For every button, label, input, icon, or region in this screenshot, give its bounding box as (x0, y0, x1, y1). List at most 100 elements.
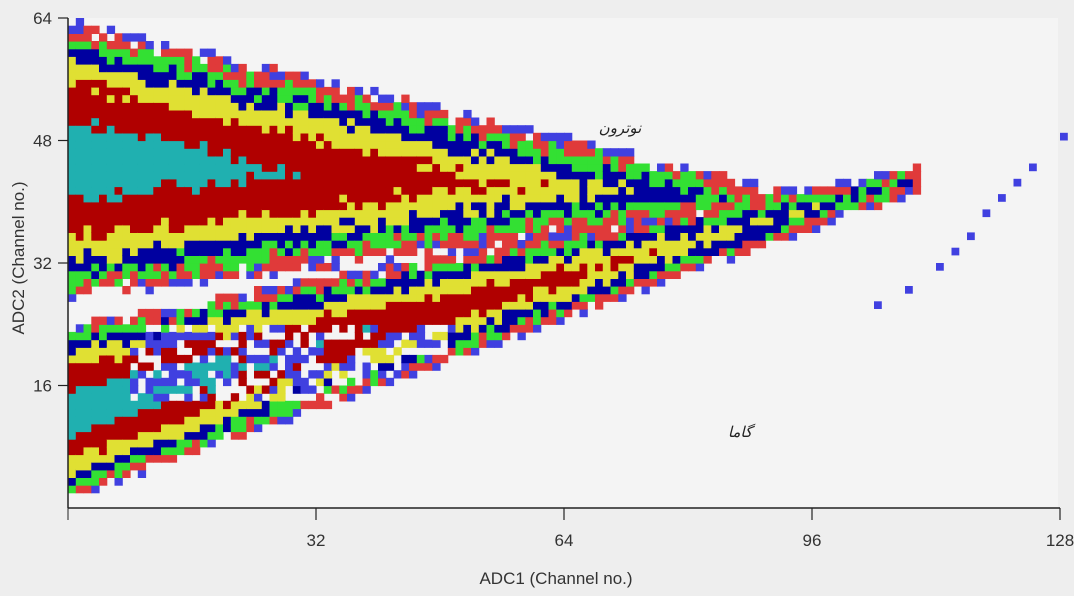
heatmap-cell (517, 163, 526, 172)
heatmap-cell (548, 194, 557, 203)
heatmap-cell (726, 194, 736, 203)
heatmap-cell (424, 247, 433, 256)
heatmap-cell (517, 278, 526, 287)
heatmap-cell (300, 224, 309, 233)
heatmap-cell (285, 247, 294, 256)
heatmap-cell (471, 186, 480, 195)
heatmap-cell (83, 117, 92, 126)
heatmap-cell (416, 163, 426, 172)
heatmap-cell (889, 178, 898, 188)
heatmap-cell (153, 163, 162, 172)
heatmap-cell (192, 178, 201, 188)
heatmap-cell (145, 278, 154, 287)
heatmap-cell (238, 194, 247, 203)
heatmap-cell (409, 155, 418, 165)
heatmap-cell (525, 209, 534, 218)
heatmap-cell (331, 232, 340, 241)
heatmap-cell (726, 178, 736, 188)
heatmap-cell (866, 201, 875, 211)
heatmap-cell (641, 232, 650, 241)
heatmap-cell (525, 155, 534, 165)
heatmap-cell (153, 94, 162, 103)
heatmap-cell (664, 186, 674, 195)
heatmap-cell (316, 232, 325, 241)
heatmap-cell (199, 79, 209, 88)
heatmap-cell (261, 148, 271, 157)
heatmap-cell (308, 217, 317, 226)
heatmap-cell (300, 247, 309, 256)
heatmap-cell (641, 186, 650, 195)
heatmap-cell (99, 102, 108, 111)
heatmap-cell (192, 94, 201, 103)
heatmap-cell (649, 247, 658, 256)
heatmap-cell (649, 171, 658, 180)
heatmap-cell (378, 217, 387, 226)
heatmap-cell (354, 132, 364, 142)
heatmap-cell (75, 331, 85, 341)
heatmap-cell (75, 469, 85, 478)
heatmap-cell (122, 79, 131, 88)
heatmap-cell (176, 263, 185, 272)
heatmap-cell (688, 232, 697, 241)
heatmap-cell (277, 416, 286, 425)
heatmap-cell (130, 423, 139, 433)
heatmap-cell (292, 308, 302, 318)
heatmap-cell (145, 339, 154, 348)
heatmap-cell (525, 316, 534, 325)
heatmap-cell (230, 270, 240, 279)
heatmap-cell (471, 308, 480, 318)
heatmap-cell (626, 263, 635, 272)
heatmap-cell (385, 117, 395, 126)
heatmap-cell (362, 247, 371, 256)
heatmap-cell (664, 247, 674, 256)
heatmap-cell (153, 377, 162, 387)
heatmap-cell (207, 217, 216, 226)
heatmap-cell (633, 217, 643, 226)
heatmap-cell (68, 408, 77, 417)
heatmap-cell (246, 408, 255, 417)
heatmap-cell (447, 240, 457, 249)
heatmap-cell (285, 263, 294, 272)
heatmap-cell (385, 331, 395, 341)
heatmap-cell (238, 109, 247, 119)
heatmap-cell (602, 163, 612, 172)
heatmap-cell (184, 102, 193, 111)
heatmap-cell (773, 209, 782, 218)
heatmap-cell (261, 416, 271, 425)
heatmap-cell (238, 423, 247, 433)
heatmap-cell (68, 178, 77, 188)
heatmap-cell (106, 416, 116, 425)
heatmap-cell (261, 263, 271, 272)
heatmap-cell (680, 224, 689, 233)
heatmap-cell (230, 263, 240, 272)
heatmap-cell (618, 171, 627, 180)
heatmap-cell (323, 140, 333, 149)
heatmap-cell (695, 217, 705, 226)
heatmap-cell (75, 324, 85, 333)
heatmap-cell (68, 270, 77, 279)
heatmap-cell (874, 186, 883, 195)
heatmap-cell (122, 416, 131, 425)
heatmap-cell (494, 171, 503, 180)
heatmap-cell (230, 125, 240, 134)
heatmap-cell (83, 347, 92, 356)
heatmap-cell (308, 86, 317, 96)
heatmap-cell (277, 163, 286, 172)
heatmap-cell (269, 132, 278, 142)
heatmap-cell (432, 155, 441, 165)
heatmap-cell (122, 362, 131, 371)
heatmap-cell (99, 94, 108, 103)
heatmap-cell (199, 400, 209, 410)
heatmap-cell (199, 217, 209, 226)
heatmap-cell (393, 117, 402, 126)
heatmap-cell (432, 301, 441, 310)
heatmap-cell (316, 132, 325, 142)
heatmap-cell (587, 224, 596, 233)
heatmap-cell (168, 194, 178, 203)
heatmap-cell (269, 263, 278, 272)
annotation-neutron: نوترون (599, 119, 642, 137)
heatmap-cell (184, 148, 193, 157)
heatmap-cell (564, 140, 573, 149)
heatmap-cell (137, 370, 147, 379)
heatmap-cell (602, 217, 612, 226)
